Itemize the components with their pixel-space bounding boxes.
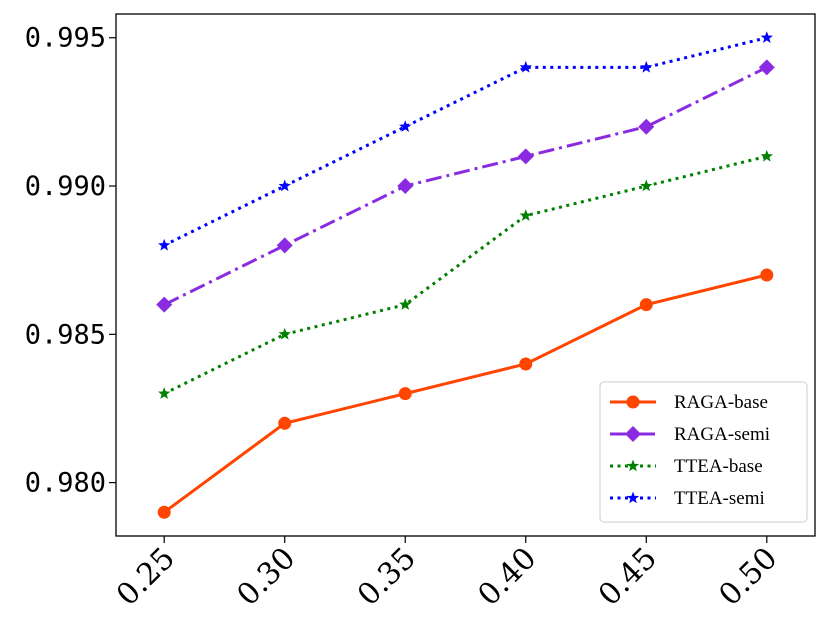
data-point <box>276 237 293 254</box>
x-tick-label: 0.40 <box>471 541 543 613</box>
x-tick-label: 0.50 <box>712 541 784 613</box>
data-point <box>278 179 291 192</box>
legend-label: RAGA-base <box>674 392 768 413</box>
series-raga-base <box>157 268 774 519</box>
data-point <box>638 118 655 135</box>
legend-label: RAGA-semi <box>674 424 770 445</box>
y-tick-label: 0.990 <box>25 171 106 202</box>
data-point <box>640 179 653 192</box>
series-ttea-base <box>158 149 773 399</box>
series-ttea-semi <box>158 31 773 251</box>
data-point <box>640 60 653 73</box>
data-point <box>760 268 774 282</box>
legend-entry: RAGA-base <box>610 392 768 413</box>
data-point <box>158 387 171 399</box>
legend: RAGA-base RAGA-semi TTEA-base TTEA-semi <box>599 381 808 523</box>
y-tick-label: 0.980 <box>25 468 106 499</box>
data-point <box>158 238 171 251</box>
y-tick-label: 0.985 <box>25 319 106 350</box>
series-line <box>163 66 768 307</box>
data-point <box>157 505 171 519</box>
legend-marker <box>625 426 641 442</box>
x-tick-label: 0.30 <box>230 541 302 613</box>
data-point <box>156 296 173 313</box>
legend-box <box>599 381 808 523</box>
series-group <box>156 31 775 519</box>
x-tick-label: 0.25 <box>110 541 182 613</box>
legend-label: TTEA-semi <box>674 488 765 509</box>
data-point <box>639 298 653 312</box>
legend-marker <box>626 491 640 504</box>
data-point <box>519 60 532 73</box>
data-point <box>278 327 291 340</box>
legend-label: TTEA-base <box>674 456 763 477</box>
data-point <box>519 209 532 221</box>
data-point <box>519 357 533 371</box>
data-point <box>398 387 412 401</box>
data-point <box>397 178 414 195</box>
x-tick-label: 0.35 <box>351 541 423 613</box>
axes-frame <box>115 13 816 537</box>
data-point <box>760 149 773 162</box>
data-point <box>760 31 773 43</box>
data-point <box>278 416 292 430</box>
series-raga-semi <box>156 59 775 313</box>
data-point <box>758 59 775 76</box>
x-tick-label: 0.45 <box>592 541 664 613</box>
legend-entry: RAGA-semi <box>610 424 770 445</box>
y-tick-label: 0.995 <box>25 23 106 54</box>
data-point <box>399 298 412 310</box>
legend-marker <box>626 459 640 472</box>
series-line <box>163 273 768 514</box>
legend-entry: TTEA-base <box>610 456 763 477</box>
legend-entry: TTEA-semi <box>610 488 765 509</box>
data-point <box>399 120 412 132</box>
legend-marker <box>626 395 640 409</box>
data-point <box>517 148 534 165</box>
